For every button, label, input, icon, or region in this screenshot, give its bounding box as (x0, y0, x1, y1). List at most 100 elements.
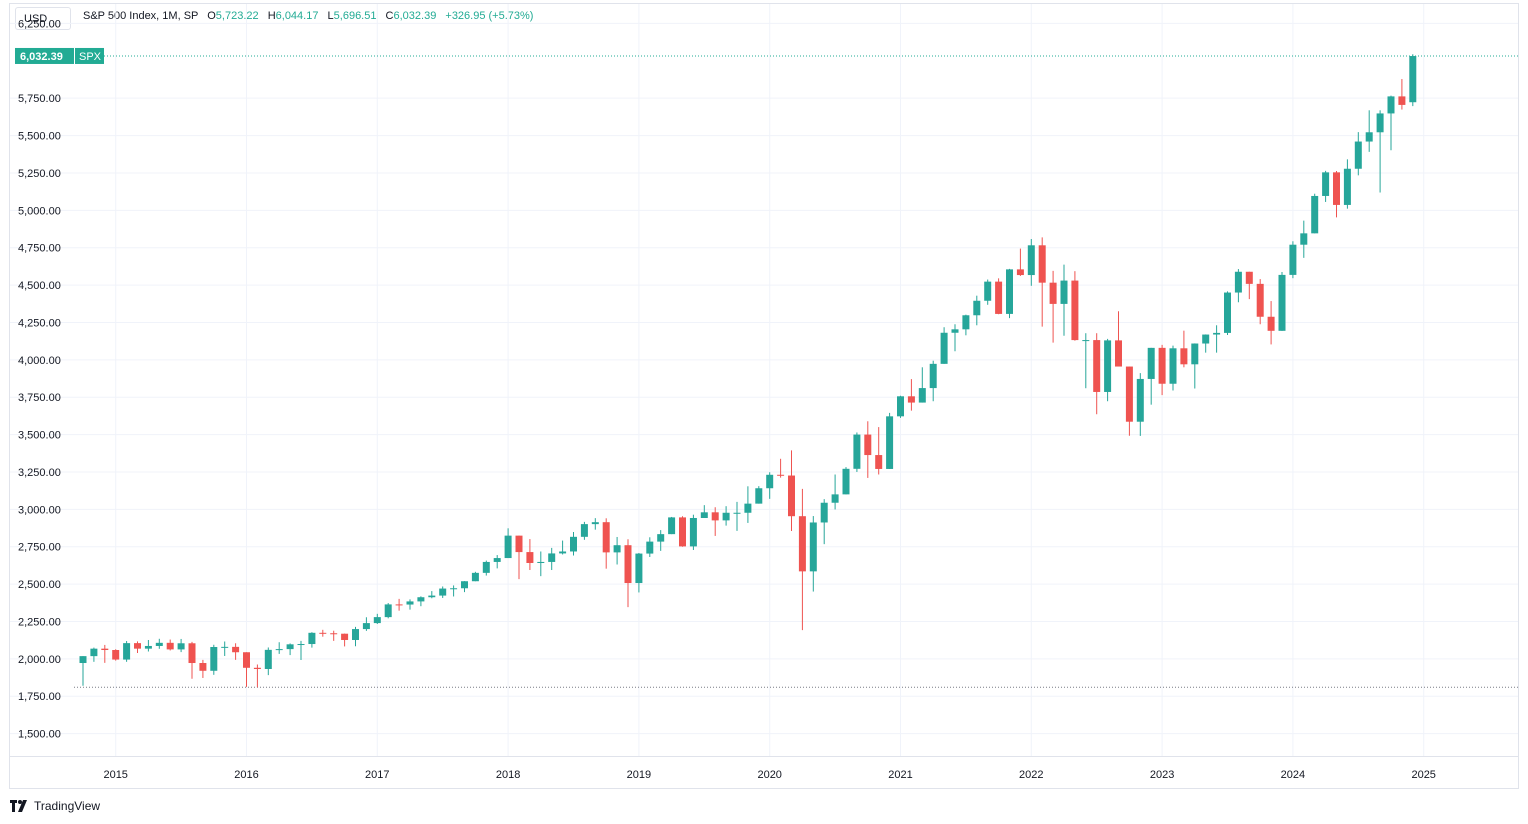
candle-body[interactable] (733, 512, 741, 514)
currency-selector[interactable]: USD (15, 7, 71, 30)
candle-body[interactable] (591, 522, 599, 525)
candle-body[interactable] (722, 512, 730, 521)
candle-body[interactable] (1213, 332, 1221, 335)
candle-body[interactable] (1202, 334, 1210, 344)
candle-body[interactable] (646, 541, 654, 554)
candle-body[interactable] (1147, 347, 1155, 379)
candle-body[interactable] (1038, 245, 1046, 283)
candle-body[interactable] (580, 524, 588, 537)
candle-body[interactable] (700, 512, 708, 518)
candle-body[interactable] (90, 648, 98, 657)
candle-body[interactable] (820, 502, 828, 523)
candle-body[interactable] (1333, 172, 1340, 205)
candle-body[interactable] (1104, 340, 1112, 392)
candle-body[interactable] (406, 601, 414, 605)
candle-body[interactable] (373, 617, 381, 624)
candle-body[interactable] (1049, 282, 1057, 304)
candle-body[interactable] (570, 536, 577, 552)
candle-body[interactable] (428, 595, 436, 598)
candle-body[interactable] (134, 643, 141, 649)
candle-body[interactable] (264, 649, 272, 669)
candle-body[interactable] (711, 512, 719, 521)
candle-body[interactable] (1093, 340, 1101, 392)
candle-body[interactable] (1006, 269, 1013, 314)
candle-body[interactable] (1158, 347, 1166, 384)
candle-body[interactable] (907, 396, 915, 403)
candle-body[interactable] (79, 656, 87, 664)
candle-body[interactable] (362, 623, 370, 630)
candle-body[interactable] (918, 388, 926, 403)
candle-body[interactable] (842, 468, 850, 495)
candle-body[interactable] (984, 281, 992, 301)
candle-body[interactable] (1409, 56, 1417, 103)
candle-body[interactable] (1082, 340, 1090, 342)
candle-body[interactable] (973, 300, 981, 316)
candle-body[interactable] (1071, 280, 1079, 341)
candle-body[interactable] (689, 517, 697, 547)
candle-body[interactable] (755, 488, 763, 504)
candle-body[interactable] (1343, 168, 1351, 205)
candle-body[interactable] (766, 474, 774, 489)
candle-body[interactable] (1278, 274, 1286, 331)
candle-body[interactable] (1365, 132, 1373, 142)
candle-body[interactable] (1224, 292, 1231, 333)
candle-body[interactable] (559, 551, 567, 554)
candle-body[interactable] (940, 332, 948, 364)
candle-body[interactable] (1398, 96, 1406, 105)
candle-body[interactable] (929, 363, 937, 389)
candle-body[interactable] (668, 517, 676, 535)
candle-body[interactable] (1125, 366, 1133, 422)
candle-body[interactable] (788, 475, 795, 517)
candle-body[interactable] (864, 434, 872, 456)
candle-body[interactable] (602, 522, 610, 553)
candle-body[interactable] (897, 396, 904, 417)
candle-body[interactable] (188, 643, 196, 664)
candle-body[interactable] (657, 534, 665, 542)
candle-body[interactable] (155, 642, 163, 646)
candle-body[interactable] (123, 643, 131, 660)
candle-body[interactable] (319, 632, 327, 634)
candle-body[interactable] (1191, 343, 1199, 365)
candle-body[interactable] (177, 643, 185, 650)
price-chart[interactable]: 6,250.00 5,750.00 5,500.00 5,250.00 5,000.00… (0, 0, 1528, 790)
candle-body[interactable] (253, 667, 261, 669)
candle-body[interactable] (875, 455, 883, 469)
candle-body[interactable] (504, 535, 512, 559)
candle-body[interactable] (831, 494, 839, 503)
candle-body[interactable] (613, 545, 621, 553)
candle-body[interactable] (995, 281, 1003, 314)
candle-body[interactable] (395, 604, 403, 606)
candle-body[interactable] (144, 645, 152, 649)
candle-body[interactable] (1376, 113, 1384, 133)
candle-body[interactable] (112, 650, 120, 660)
candle-body[interactable] (1267, 316, 1275, 331)
candle-body[interactable] (243, 652, 250, 668)
candle-body[interactable] (744, 503, 752, 513)
candle-body[interactable] (221, 646, 229, 648)
candle-body[interactable] (471, 572, 479, 582)
candle-body[interactable] (1311, 195, 1319, 234)
candle-body[interactable] (548, 553, 556, 562)
candle-body[interactable] (1300, 233, 1308, 245)
candle-body[interactable] (886, 416, 894, 469)
candle-body[interactable] (417, 597, 425, 602)
candle-body[interactable] (1245, 271, 1253, 284)
candle-body[interactable] (951, 329, 959, 333)
candle-body[interactable] (275, 649, 283, 651)
candle-body[interactable] (482, 561, 490, 573)
candle-body[interactable] (450, 588, 458, 590)
candle-body[interactable] (493, 558, 501, 562)
candle-body[interactable] (232, 646, 240, 653)
candle-body[interactable] (308, 632, 316, 645)
candle-body[interactable] (297, 644, 305, 646)
candle-body[interactable] (1016, 269, 1024, 276)
candle-body[interactable] (1027, 245, 1035, 276)
candle-body[interactable] (853, 434, 861, 469)
candle-body[interactable] (777, 474, 785, 476)
candle-body[interactable] (1180, 348, 1188, 365)
candle-body[interactable] (962, 315, 970, 330)
candle-body[interactable] (1387, 96, 1395, 114)
candle-body[interactable] (1060, 280, 1068, 304)
candle-body[interactable] (439, 588, 447, 596)
candle-body[interactable] (537, 561, 545, 563)
